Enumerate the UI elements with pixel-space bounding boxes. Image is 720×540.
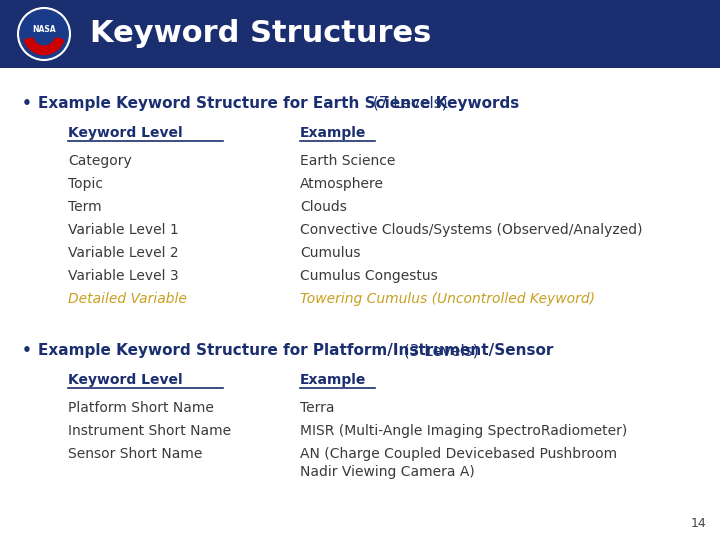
Text: Variable Level 2: Variable Level 2 <box>68 246 179 260</box>
Text: AN (Charge Coupled Devicebased Pushbroom: AN (Charge Coupled Devicebased Pushbroom <box>300 447 617 461</box>
Text: Term: Term <box>68 200 102 214</box>
Text: Cumulus: Cumulus <box>300 246 361 260</box>
Text: Terra: Terra <box>300 401 335 415</box>
Text: •: • <box>22 96 32 111</box>
Text: 14: 14 <box>690 517 706 530</box>
Text: Topic: Topic <box>68 177 103 191</box>
Text: MISR (Multi-Angle Imaging SpectroRadiometer): MISR (Multi-Angle Imaging SpectroRadiome… <box>300 424 627 438</box>
Text: Example: Example <box>300 373 366 387</box>
Text: Example: Example <box>300 126 366 140</box>
Text: NASA: NASA <box>32 25 56 35</box>
Text: (3 Levels): (3 Levels) <box>394 343 478 358</box>
Wedge shape <box>24 37 65 55</box>
Text: Example Keyword Structure for Earth Science Keywords: Example Keyword Structure for Earth Scie… <box>38 96 519 111</box>
Text: Variable Level 3: Variable Level 3 <box>68 269 179 283</box>
Text: Platform Short Name: Platform Short Name <box>68 401 214 415</box>
Text: •: • <box>22 343 32 358</box>
Text: Clouds: Clouds <box>300 200 347 214</box>
Text: Category: Category <box>68 154 132 168</box>
FancyBboxPatch shape <box>0 0 720 68</box>
Text: Example Keyword Structure for Platform/Instrument/Sensor: Example Keyword Structure for Platform/I… <box>38 343 554 358</box>
Text: Variable Level 1: Variable Level 1 <box>68 223 179 237</box>
Text: Atmosphere: Atmosphere <box>300 177 384 191</box>
Text: Keyword Level: Keyword Level <box>68 373 183 387</box>
Circle shape <box>18 8 70 60</box>
Text: Earth Science: Earth Science <box>300 154 395 168</box>
Text: Sensor Short Name: Sensor Short Name <box>68 447 202 461</box>
Text: Detailed Variable: Detailed Variable <box>68 292 187 306</box>
Text: Keyword Level: Keyword Level <box>68 126 183 140</box>
Text: Nadir Viewing Camera A): Nadir Viewing Camera A) <box>300 465 474 479</box>
Text: (7 Levels): (7 Levels) <box>368 96 448 111</box>
Text: Cumulus Congestus: Cumulus Congestus <box>300 269 438 283</box>
Text: Towering Cumulus (Uncontrolled Keyword): Towering Cumulus (Uncontrolled Keyword) <box>300 292 595 306</box>
Text: Instrument Short Name: Instrument Short Name <box>68 424 231 438</box>
Text: Convective Clouds/Systems (Observed/Analyzed): Convective Clouds/Systems (Observed/Anal… <box>300 223 642 237</box>
Text: Keyword Structures: Keyword Structures <box>90 19 431 49</box>
